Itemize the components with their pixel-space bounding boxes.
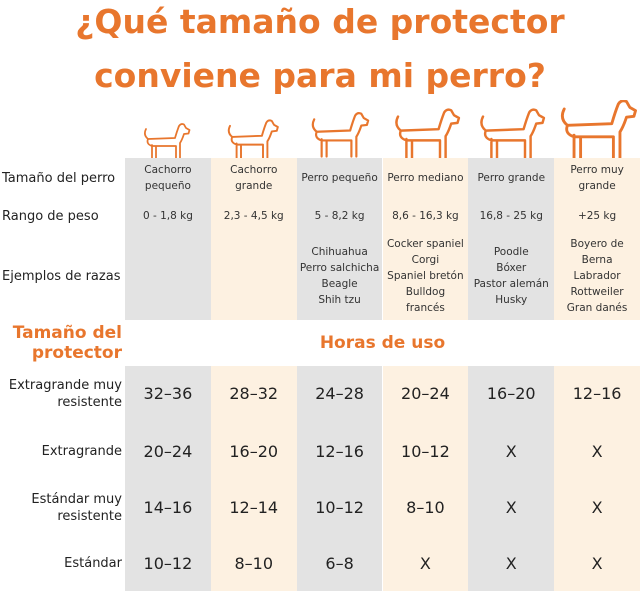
dog-size: Perro muy grande	[570, 164, 624, 192]
dog-size: Cachorro pequeño	[144, 164, 192, 192]
hours: X	[591, 441, 603, 461]
hours: 28–32	[229, 383, 279, 403]
row-label: Tamaño del perro	[2, 170, 116, 186]
hours: 16–20	[229, 441, 279, 461]
hours: 10–12	[315, 497, 364, 517]
column-bg	[554, 158, 640, 591]
breed: Corgi	[411, 254, 440, 266]
hours: 14–16	[143, 497, 193, 517]
breed: Perro salchicha	[299, 262, 380, 274]
weight: 8,6 - 16,3 kg	[392, 210, 459, 222]
dog-icons	[143, 100, 637, 160]
weight: 2,3 - 4,5 kg	[223, 210, 284, 222]
hours: 32–36	[143, 383, 193, 403]
hours: 20–24	[143, 441, 193, 461]
breeds	[211, 232, 297, 320]
hours: 24–28	[315, 383, 364, 403]
hours: X	[419, 553, 431, 573]
protector-label: Estándar	[64, 556, 122, 571]
breed: Pastor alemán	[473, 278, 549, 290]
dog-size: Perro pequeño	[301, 172, 378, 184]
hours: 16–20	[486, 383, 536, 403]
breed: Shih tzu	[318, 294, 361, 306]
breed: Beagle	[321, 278, 358, 290]
dog-size: Perro grande	[477, 172, 546, 184]
hours: 6–8	[325, 553, 354, 573]
dog-size: Cachorro grande	[230, 164, 278, 192]
row-label: Ejemplos de razas	[2, 268, 121, 284]
breed: Boyero de Berna	[570, 238, 624, 266]
column-bg	[468, 158, 555, 591]
protector-header: Tamaño del protector	[12, 323, 122, 363]
hours: 12–16	[315, 441, 364, 461]
breed: Husky	[495, 294, 528, 306]
hours: 12–14	[229, 497, 279, 517]
protector-label: Extragrande muy resistente	[8, 377, 122, 410]
dog-size: Perro mediano	[387, 172, 464, 184]
breeds: Boyero de Berna Labrador Rottweiler Gran da…	[554, 232, 640, 320]
weight: +25 kg	[577, 210, 617, 222]
breed: Spaniel bretón	[387, 270, 464, 282]
breed: Gran danés	[566, 302, 628, 314]
hours: 10–12	[401, 441, 450, 461]
breeds: Chihuahua Perro salchicha Beagle Shih tzu	[297, 232, 383, 320]
hours: X	[505, 497, 517, 517]
column-bg	[125, 158, 211, 591]
hours: 8–10	[234, 553, 274, 573]
hours: X	[505, 553, 517, 573]
breed: Chihuahua	[311, 246, 368, 258]
hours-header: Horas de uso	[319, 333, 446, 353]
protector-label: Estándar muy resistente	[31, 491, 122, 524]
hours: X	[505, 441, 517, 461]
breed: Labrador	[573, 270, 621, 282]
hours: 8–10	[406, 497, 445, 517]
band	[0, 320, 640, 366]
breed: Bóxer	[496, 262, 527, 274]
breed: Poodle	[493, 246, 529, 258]
hours: 10–12	[143, 553, 193, 573]
column-bg	[296, 158, 383, 591]
column-bg	[210, 158, 297, 591]
hours: X	[591, 553, 603, 573]
breed: Cocker spaniel	[386, 238, 464, 250]
weight: 16,8 - 25 kg	[479, 210, 543, 222]
title-line: conviene para mi perro?	[94, 56, 546, 95]
weight: 5 - 8,2 kg	[314, 210, 365, 222]
breeds: Poodle Bóxer Pastor alemán Husky	[468, 232, 554, 320]
row-label: Rango de peso	[2, 208, 99, 224]
hours: 20–24	[401, 383, 450, 403]
protector-label: Extragrande	[41, 444, 122, 459]
hours: 12–16	[572, 383, 622, 403]
weight: 0 - 1,8 kg	[142, 210, 193, 222]
column-bg	[382, 158, 469, 591]
breeds: Cocker spaniel Corgi Spaniel bretón Bulldog…	[383, 232, 469, 320]
hours: X	[591, 497, 603, 517]
breed: Bulldog francés	[405, 286, 446, 314]
breed: Rottweiler	[570, 286, 624, 298]
breeds	[125, 232, 211, 320]
title-line: ¿Qué tamaño de protector	[75, 2, 565, 41]
